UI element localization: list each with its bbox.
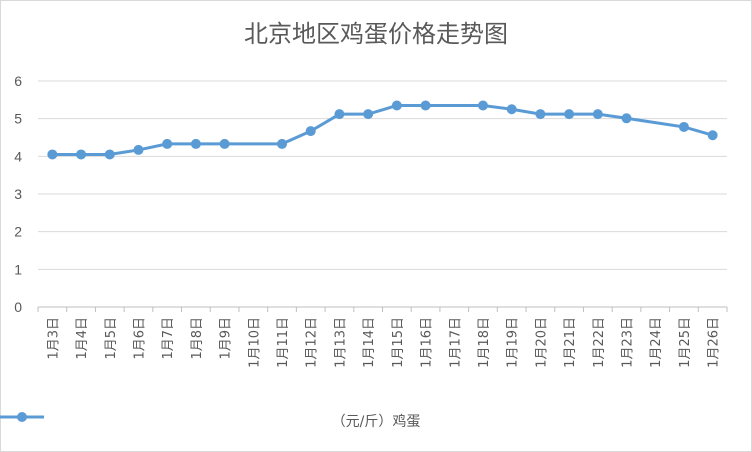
x-tick-label: 1月22日 — [592, 317, 607, 368]
x-tick-label: 1月19日 — [506, 317, 521, 368]
y-tick-label: 1 — [14, 261, 22, 277]
data-point — [277, 138, 288, 149]
x-tick-label: 1月10日 — [247, 317, 262, 368]
x-tick-label: 1月14日 — [362, 317, 377, 368]
x-tick-label: 1月3日 — [46, 317, 61, 360]
y-tick-label: 2 — [14, 224, 22, 240]
x-tick-label: 1月26日 — [707, 317, 722, 368]
y-tick-label: 5 — [14, 111, 22, 127]
x-tick-label: 1月6日 — [132, 317, 147, 360]
chart-legend: （元/斤）鸡蛋 — [0, 410, 752, 432]
x-tick-label: 1月21日 — [563, 317, 578, 368]
x-tick-label: 1月7日 — [161, 317, 176, 360]
data-point — [190, 138, 201, 149]
data-point — [133, 144, 144, 155]
data-point — [47, 149, 58, 160]
data-point — [564, 109, 575, 120]
x-tick-label: 1月11日 — [276, 317, 291, 368]
data-point — [420, 100, 431, 111]
x-tick-label: 1月5日 — [104, 317, 119, 360]
data-point — [76, 149, 87, 160]
data-point — [219, 138, 230, 149]
x-tick-label: 1月23日 — [621, 317, 636, 368]
data-point — [363, 109, 374, 120]
data-point — [391, 100, 402, 111]
data-point — [305, 126, 316, 137]
data-point — [506, 104, 517, 115]
data-point — [162, 138, 173, 149]
legend-series-marker — [0, 412, 44, 422]
data-point — [621, 113, 632, 124]
y-tick-label: 4 — [14, 148, 22, 164]
x-tick-label: 1月8日 — [190, 317, 205, 360]
x-tick-label: 1月18日 — [477, 317, 492, 368]
data-point — [707, 130, 718, 141]
x-tick-label: 1月24日 — [649, 317, 664, 368]
data-point — [592, 109, 603, 120]
x-tick-label: 1月9日 — [219, 317, 234, 360]
data-point — [678, 121, 689, 132]
x-tick-label: 1月17日 — [448, 317, 463, 368]
x-tick-label: 1月13日 — [333, 317, 348, 368]
chart-title: 北京地区鸡蛋价格走势图 — [244, 20, 508, 48]
x-tick-label: 1月4日 — [75, 317, 90, 360]
series-line — [52, 103, 714, 156]
y-tick-label: 6 — [14, 73, 22, 89]
data-point — [477, 100, 488, 111]
data-point — [334, 109, 345, 120]
x-tick-label: 1月25日 — [678, 317, 693, 368]
y-tick-label: 3 — [14, 186, 22, 202]
data-point — [104, 149, 115, 160]
x-tick-label: 1月12日 — [305, 317, 320, 368]
x-tick-label: 1月16日 — [420, 317, 435, 368]
x-tick-label: 1月15日 — [391, 317, 406, 368]
y-tick-label: 0 — [14, 299, 22, 315]
data-point — [535, 109, 546, 120]
x-tick-label: 1月20日 — [534, 317, 549, 368]
legend-series-label: （元/斤）鸡蛋 — [331, 414, 421, 430]
